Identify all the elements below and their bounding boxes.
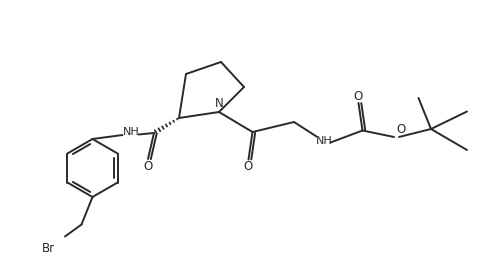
Text: NH: NH [122,127,140,137]
Text: O: O [396,123,406,136]
Text: NH: NH [316,136,332,146]
Text: O: O [144,159,152,173]
Text: O: O [354,90,363,102]
Text: Br: Br [42,241,54,255]
Text: N: N [214,97,224,110]
Text: O: O [244,160,253,173]
